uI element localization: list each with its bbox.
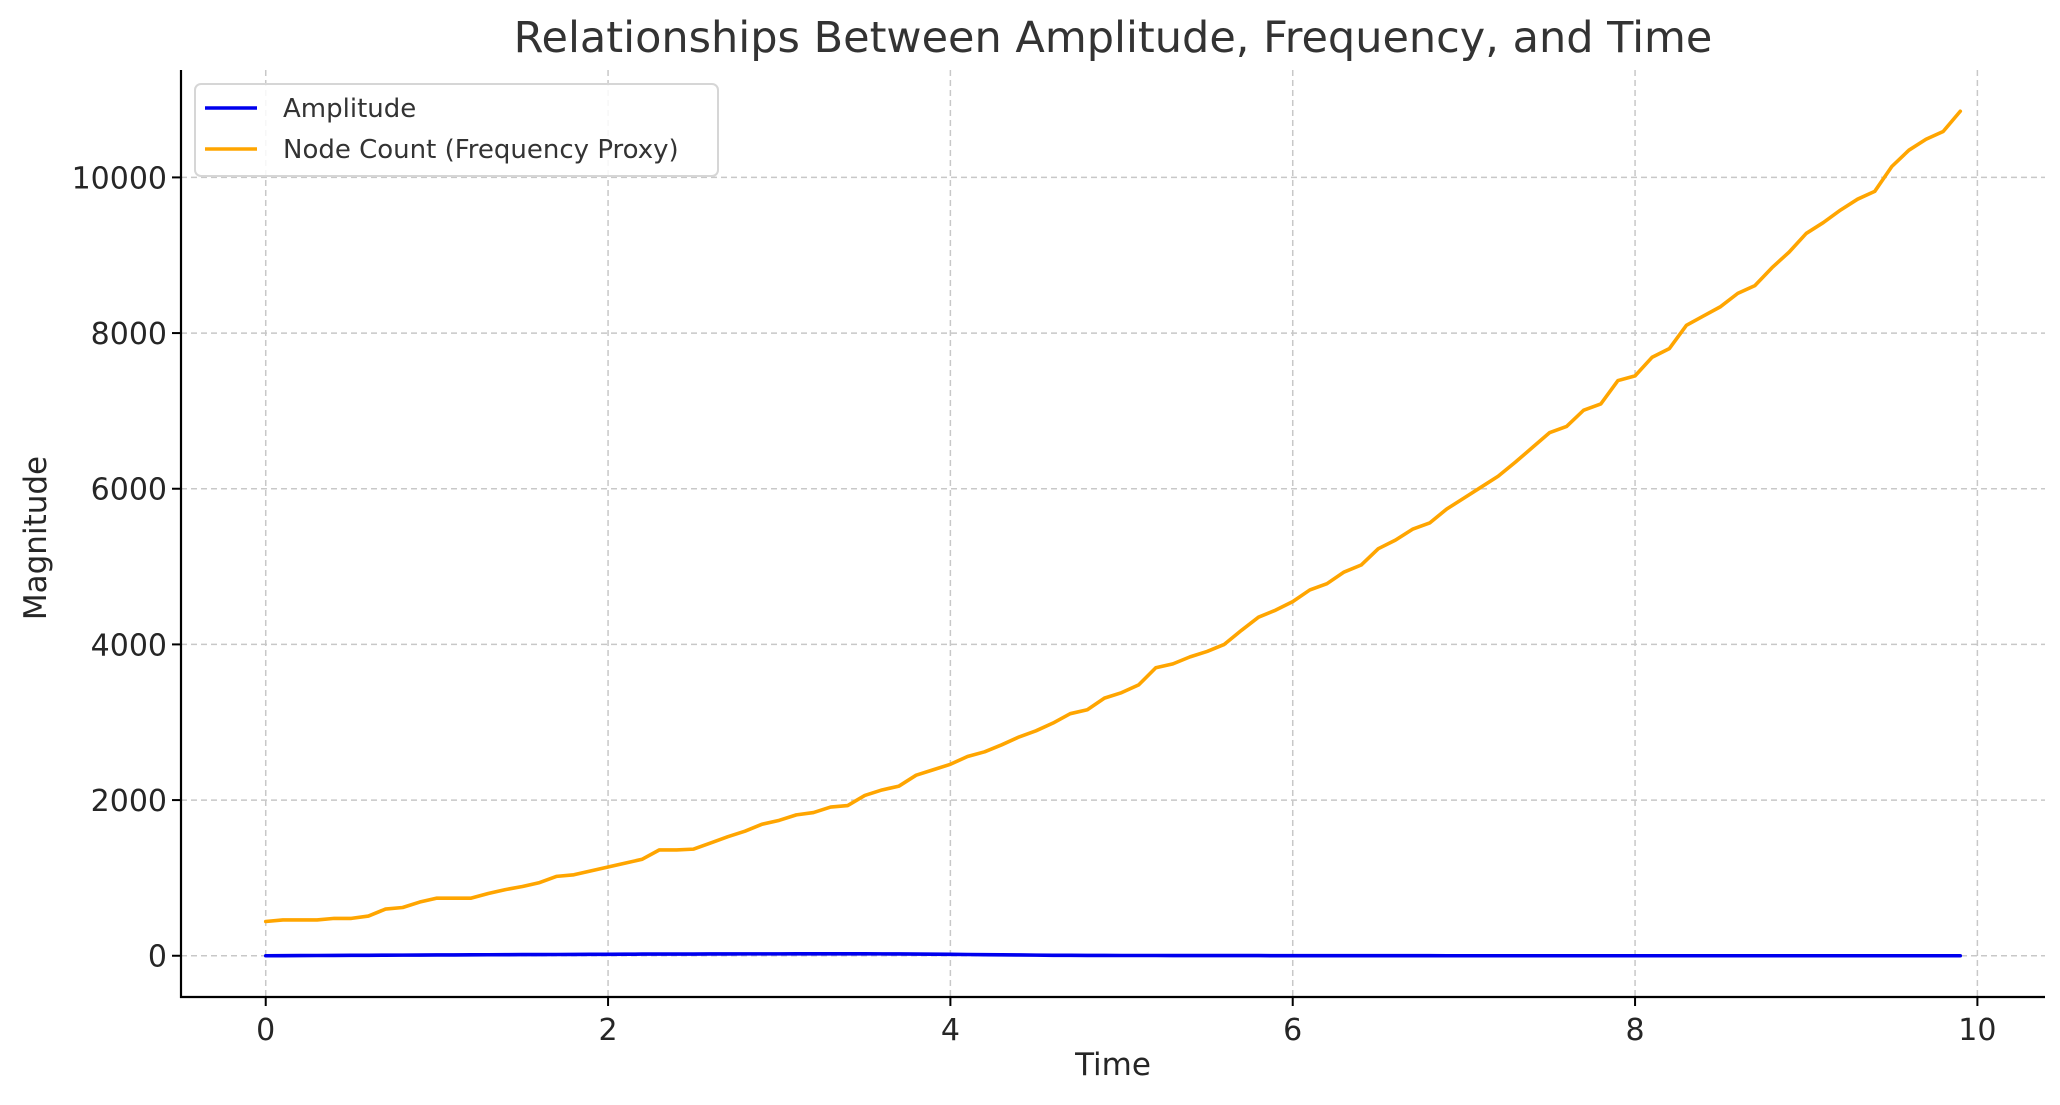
y-tick-label: 2000 bbox=[91, 784, 167, 819]
x-tick-label: 4 bbox=[941, 1013, 960, 1048]
legend-label: Amplitude bbox=[283, 94, 416, 124]
series-line-amplitude bbox=[263, 951, 1963, 958]
legend-label: Node Count (Frequency Proxy) bbox=[283, 135, 679, 165]
y-axis-label: Magnitude bbox=[18, 456, 54, 620]
x-tick-label: 6 bbox=[1283, 1013, 1302, 1048]
x-tick-label: 8 bbox=[1626, 1013, 1645, 1048]
y-tick-label: 0 bbox=[148, 940, 167, 975]
plot-area bbox=[263, 109, 1963, 958]
x-tick-label: 0 bbox=[256, 1013, 275, 1048]
x-tick-label: 2 bbox=[599, 1013, 618, 1048]
chart-title: Relationships Between Amplitude, Frequen… bbox=[514, 13, 1713, 63]
y-tick-label: 10000 bbox=[72, 161, 167, 196]
y-tick-label: 8000 bbox=[91, 317, 167, 352]
y-tick-label: 6000 bbox=[91, 473, 167, 508]
tick-labels: 0 2 4 6 8 10 0 2000 4000 6000 8000 10000 bbox=[72, 161, 1997, 1048]
legend-box bbox=[194, 83, 719, 177]
x-tick-label: 10 bbox=[1958, 1013, 1996, 1048]
series-line-node-count bbox=[263, 109, 1963, 924]
y-tick-label: 4000 bbox=[91, 628, 167, 663]
x-axis-label: Time bbox=[1074, 1047, 1151, 1083]
legend: Amplitude Node Count (Frequency Proxy) bbox=[194, 83, 719, 177]
axes bbox=[172, 70, 2045, 1006]
